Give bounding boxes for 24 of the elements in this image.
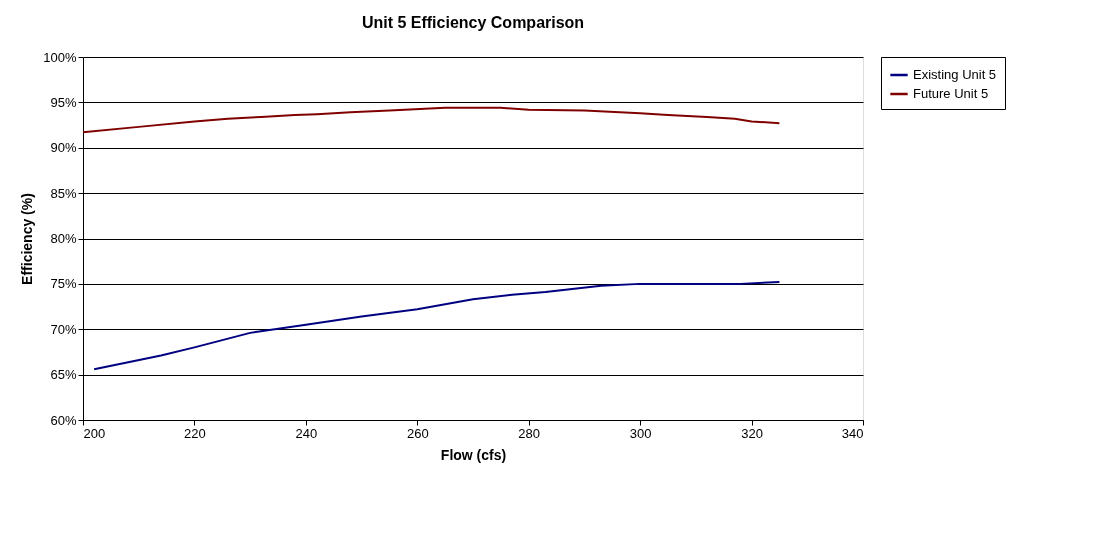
- x-tick-label: 300: [629, 425, 652, 441]
- x-axis-title: Flow (cfs): [440, 446, 507, 463]
- y-tick-label: 80%: [50, 231, 77, 246]
- x-tick-label: 260: [406, 425, 429, 441]
- y-tick-label: 85%: [50, 185, 77, 201]
- chart-title: Unit 5 Efficiency Comparison: [361, 14, 585, 31]
- y-tick-label: 90%: [50, 140, 77, 156]
- x-tick-label: 200: [83, 425, 106, 441]
- legend-label: Existing Unit 5: [913, 67, 997, 82]
- y-tick-label: 60%: [50, 412, 77, 428]
- x-tick-label: 340: [841, 425, 864, 441]
- y-tick-label: 70%: [50, 321, 77, 337]
- y-axis-title: Efficiency (%): [19, 193, 36, 285]
- x-tick-label: 320: [741, 425, 763, 441]
- line-series: [82, 106, 781, 134]
- y-tick-label: 100%: [43, 49, 77, 65]
- y-tick-label: 95%: [50, 94, 77, 110]
- x-tick-label: 240: [295, 425, 318, 441]
- y-tick-label: 75%: [50, 276, 77, 292]
- line-series: [93, 281, 781, 371]
- y-tick-label: 65%: [50, 367, 77, 383]
- legend-label: Future Unit 5: [913, 86, 989, 101]
- x-tick-label: 280: [518, 425, 541, 441]
- x-tick-label: 220: [184, 425, 206, 441]
